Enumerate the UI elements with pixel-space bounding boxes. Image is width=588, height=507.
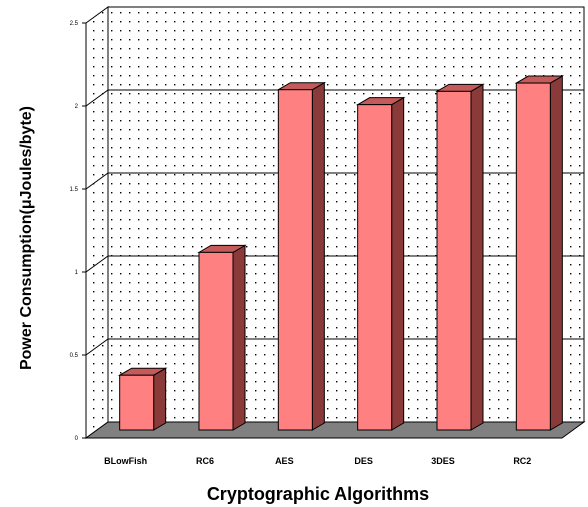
bar-side xyxy=(391,96,405,431)
gridline xyxy=(85,255,584,273)
y-tick-label: 1.5 xyxy=(70,187,79,193)
back-wall xyxy=(107,6,585,423)
bar-front xyxy=(357,104,393,431)
y-tick-labels: 0 0.5 1 1.5 2 2.5 xyxy=(70,21,79,442)
bar-front xyxy=(436,90,472,431)
bar-side xyxy=(153,367,167,431)
x-tick-label: RC6 xyxy=(196,456,214,466)
x-tick-label: DES xyxy=(354,456,373,466)
gridline xyxy=(85,89,584,107)
bar-side xyxy=(232,244,246,431)
x-tick-labels: BLowFish RC6 AES DES 3DES RC2 xyxy=(104,456,531,466)
y-tick-label: 2 xyxy=(75,104,79,110)
bar-front xyxy=(119,374,155,431)
side-wall xyxy=(85,6,109,439)
x-tick-label: 3DES xyxy=(431,456,455,466)
y-axis-label: Power Consumption(μJoules/byte) xyxy=(18,106,35,370)
bar xyxy=(197,244,247,431)
plot-area xyxy=(82,6,586,439)
x-tick-label: BLowFish xyxy=(104,456,147,466)
bar xyxy=(435,83,485,431)
y-tick-label: 1 xyxy=(75,270,79,276)
y-tick-label: 2.5 xyxy=(70,21,79,27)
x-tick-label: AES xyxy=(275,456,294,466)
bar xyxy=(117,367,168,431)
bar-side xyxy=(549,75,563,431)
bar-front xyxy=(277,89,313,431)
y-tick-label: 0.5 xyxy=(70,353,79,359)
bar xyxy=(355,96,406,431)
x-tick-label: RC2 xyxy=(513,456,531,466)
y-tick-label: 0 xyxy=(75,436,79,442)
bar-side xyxy=(311,81,325,431)
bars-layer xyxy=(117,75,565,431)
bar-front xyxy=(198,251,234,431)
bar-side xyxy=(470,83,484,431)
gridline xyxy=(85,172,584,190)
bar xyxy=(514,75,565,431)
x-axis-label: Cryptographic Algorithms xyxy=(207,484,429,504)
bar-front xyxy=(515,82,551,431)
bar xyxy=(276,81,327,431)
gridline xyxy=(85,338,584,356)
